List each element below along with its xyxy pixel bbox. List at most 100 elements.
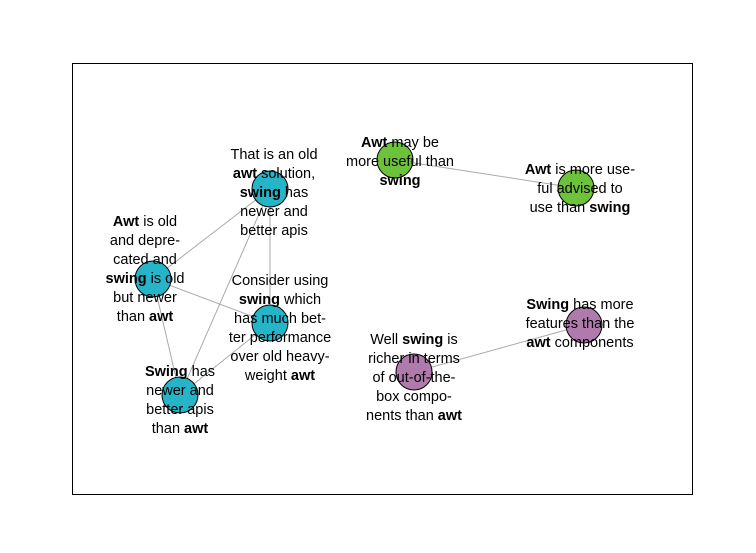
keyword-text: awt xyxy=(437,408,462,424)
label-line: ter performance xyxy=(229,329,331,348)
edge-n2-n4 xyxy=(152,278,181,396)
label-line: weight awt xyxy=(229,367,331,386)
nodes-layer xyxy=(134,141,603,414)
label-line: Swing has more xyxy=(526,296,635,315)
keyword-text: awt xyxy=(526,335,551,351)
label-text: nents than xyxy=(366,408,438,424)
label-text: may be xyxy=(387,135,439,151)
label-line: newer and xyxy=(230,203,317,222)
label-line: awt components xyxy=(526,334,635,353)
label-line: of out-of-the- xyxy=(366,369,462,388)
node-label-n7: Swing has more features than the awt compo… xyxy=(526,296,635,353)
label-line: better apis xyxy=(230,222,317,241)
node-n2 xyxy=(134,260,172,298)
label-text: is xyxy=(443,332,458,348)
label-text: box compo- xyxy=(376,389,452,405)
label-text: has xyxy=(187,364,216,380)
label-line: more useful than xyxy=(346,153,454,172)
label-line: use than swing xyxy=(525,199,635,218)
label-text: cated and xyxy=(113,252,177,268)
label-line: over old heavy- xyxy=(229,348,331,367)
label-line: nents than awt xyxy=(366,407,462,426)
keyword-text: Awt xyxy=(524,162,552,178)
label-line: than awt xyxy=(145,420,215,439)
label-line: features than the xyxy=(526,315,635,334)
keyword-text: swing xyxy=(589,200,631,216)
label-text: has much bet- xyxy=(234,311,326,327)
label-text: weight xyxy=(244,368,291,384)
keyword-text: swing xyxy=(402,332,444,348)
label-line: Consider using xyxy=(229,272,331,291)
node-label-n4: Swing has newer and better apis than awt xyxy=(145,363,215,439)
label-line: but newer xyxy=(106,289,185,308)
label-text: newer and xyxy=(240,204,308,220)
label-text: ter performance xyxy=(228,330,332,346)
edge-n7-n8 xyxy=(413,324,585,373)
edge-n3-n4 xyxy=(179,322,271,396)
plot-frame xyxy=(72,63,693,495)
label-text: but newer xyxy=(113,290,177,306)
label-line: swing is old xyxy=(106,270,185,289)
node-n4 xyxy=(161,376,199,414)
keyword-text: swing xyxy=(379,173,421,189)
keyword-text: swing xyxy=(238,292,280,308)
node-n7 xyxy=(565,306,603,344)
label-text: and depre- xyxy=(109,233,181,249)
label-line: Awt may be xyxy=(346,134,454,153)
node-label-n1: That is an old awt solution, swing has newe… xyxy=(230,146,317,241)
label-line: richer in terms xyxy=(366,350,462,369)
label-text: than xyxy=(151,421,185,437)
label-line: ful advised to xyxy=(525,180,635,199)
label-text: is more use- xyxy=(551,162,636,178)
label-text: solution, xyxy=(257,166,316,182)
label-text: better apis xyxy=(146,402,214,418)
edge-n1-n4 xyxy=(179,188,271,396)
edge-n2-n3 xyxy=(152,278,271,324)
label-line: swing xyxy=(346,172,454,191)
keyword-text: awt xyxy=(290,368,316,384)
label-line: swing has xyxy=(230,184,317,203)
keyword-text: Awt xyxy=(112,214,140,230)
label-text: has more xyxy=(569,297,634,313)
label-line: has much bet- xyxy=(229,310,331,329)
node-n5 xyxy=(376,141,414,179)
keyword-text: awt xyxy=(184,421,209,437)
keyword-text: awt xyxy=(232,166,258,182)
node-n1 xyxy=(251,170,289,208)
keyword-text: Swing xyxy=(144,364,188,380)
label-line: Swing has xyxy=(145,363,215,382)
node-label-n8: Well swing is richer in terms of out-of-th… xyxy=(366,331,462,426)
label-line: than awt xyxy=(106,308,185,327)
label-text: use than xyxy=(529,200,590,216)
label-text: is old xyxy=(139,214,178,230)
label-text: features than the xyxy=(525,316,635,332)
keyword-text: Swing xyxy=(526,297,570,313)
label-text: ful advised to xyxy=(537,181,623,197)
label-text: over old heavy- xyxy=(230,349,330,365)
label-line: cated and xyxy=(106,251,185,270)
label-line: newer and xyxy=(145,382,215,401)
label-line: Awt is more use- xyxy=(525,161,635,180)
node-n6 xyxy=(557,169,595,207)
node-n3 xyxy=(251,304,289,342)
edge-n5-n6 xyxy=(394,159,577,189)
keyword-text: swing xyxy=(239,185,281,201)
label-line: That is an old xyxy=(230,146,317,165)
label-line: box compo- xyxy=(366,388,462,407)
label-text: has xyxy=(280,185,309,201)
keyword-text: awt xyxy=(149,309,174,325)
edge-n1-n2 xyxy=(152,188,271,280)
label-text: than xyxy=(116,309,150,325)
node-label-n5: Awt may be more useful than swing xyxy=(346,134,454,191)
keyword-text: swing xyxy=(105,271,147,287)
label-text: components xyxy=(550,335,634,351)
label-text: Consider using xyxy=(231,273,329,289)
node-label-n6: Awt is more use-ful advised to use than s… xyxy=(525,161,635,218)
label-text: of out-of-the- xyxy=(372,370,456,386)
label-line: awt solution, xyxy=(230,165,317,184)
label-line: swing which xyxy=(229,291,331,310)
label-line: better apis xyxy=(145,401,215,420)
node-label-n3: Consider using swing which has much bet-te… xyxy=(229,272,331,386)
label-text: richer in terms xyxy=(368,351,460,367)
